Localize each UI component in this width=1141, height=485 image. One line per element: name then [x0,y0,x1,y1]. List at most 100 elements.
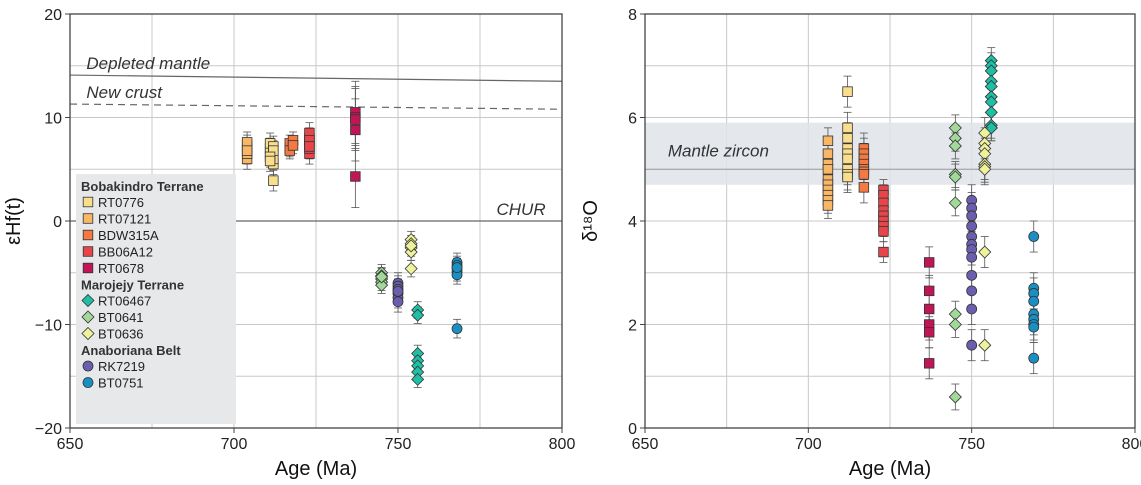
data-point [924,327,935,338]
data-point [966,285,978,297]
data-point [966,251,978,263]
legend-marker [82,213,94,224]
data-point [948,390,962,404]
series-rt06467 [411,301,425,389]
legend-item-label: BB06A12 [98,245,153,260]
data-point [241,145,253,156]
reference-line [69,74,563,82]
x-axis-label: Age (Ma) [275,458,357,480]
data-point [966,303,978,315]
data-point [1028,352,1040,364]
data-point [411,372,425,386]
data-point [1028,231,1040,242]
y-tick-label: 0 [53,214,62,231]
data-point [878,226,889,237]
series-bb06a12 [878,179,889,263]
data-point [822,200,834,211]
data-point [404,262,418,276]
data-point [1028,321,1040,333]
data-point [924,358,935,369]
data-point [842,86,853,97]
legend-group-title: Marojejy Terrane [81,278,184,293]
y-tick-label: 10 [44,111,62,128]
data-point [966,220,978,232]
y-tick-label: 4 [628,214,637,231]
data-point [966,269,978,281]
legend-group-title: Anaboriana Belt [81,343,181,358]
y-tick-label: 0 [628,421,637,438]
data-point [404,239,418,253]
x-axis-label: Age (Ma) [849,458,931,480]
data-point [858,169,870,180]
x-tick-label: 650 [632,436,659,453]
data-point [924,303,935,315]
data-point [978,245,992,259]
series-bt0641 [948,114,962,411]
legend-item-label: BT0641 [98,310,144,325]
reference-line-label: CHUR [496,200,545,219]
data-point [842,153,853,165]
series-bt0636 [404,230,418,278]
data-point [924,285,935,297]
y-tick-label: −20 [35,421,62,438]
legend-item-label: RK7219 [98,359,145,374]
legend-background [76,174,236,424]
data-point [966,339,978,351]
data-point [451,262,463,273]
legend-marker [82,196,94,208]
data-point [948,196,962,210]
legend-marker [82,262,94,274]
data-point [984,105,998,119]
series-bt0751 [1028,220,1040,375]
data-point [924,257,935,268]
data-point [878,246,889,258]
data-point [966,210,978,222]
legend-marker [82,360,94,372]
series-bt0641 [375,264,389,294]
data-point [304,141,315,152]
data-point [451,323,463,335]
data-point [842,122,853,134]
y-tick-label: 20 [44,7,62,24]
y-tick-label: −10 [35,318,62,335]
series-rt0776 [842,75,853,193]
x-tick-label: 650 [57,436,84,453]
data-point [822,148,834,159]
reference-line-label: Depleted mantle [86,54,210,73]
data-point [287,140,299,151]
legend-item-label: RT0776 [98,195,144,210]
mantle-zircon-band [645,122,1135,185]
legend-group-title: Bobakindro Terrane [81,179,204,194]
data-point [822,135,834,146]
series-bb06a12 [304,122,315,165]
series-bt0751 [451,252,463,339]
data-point [411,308,425,322]
data-point [842,132,853,144]
data-point [375,278,389,292]
legend-item-label: RT07121 [98,212,151,227]
legend-marker [81,326,95,341]
data-point [350,114,361,125]
y-axis-label: εHf(t) [3,197,25,245]
data-point [978,162,992,176]
series-rt0678 [350,80,361,208]
series-rt07121 [241,131,253,170]
data-point [948,139,962,153]
legend-marker [82,246,94,257]
y-tick-label: 6 [628,111,637,128]
legend-item-label: BT0751 [98,376,144,391]
series-rk7219 [966,184,978,362]
data-point [264,155,276,167]
data-point [948,170,962,184]
y-tick-label: 8 [628,7,637,24]
series-rt07121 [822,127,834,219]
legend-item-label: RT0678 [98,261,144,276]
y-tick-label: 2 [628,318,637,335]
series-bdw315a [858,132,870,204]
data-point [375,270,389,284]
x-tick-label: 700 [795,436,822,453]
x-tick-label: 800 [549,436,576,453]
data-point [392,296,404,308]
x-tick-label: 800 [1122,436,1141,453]
